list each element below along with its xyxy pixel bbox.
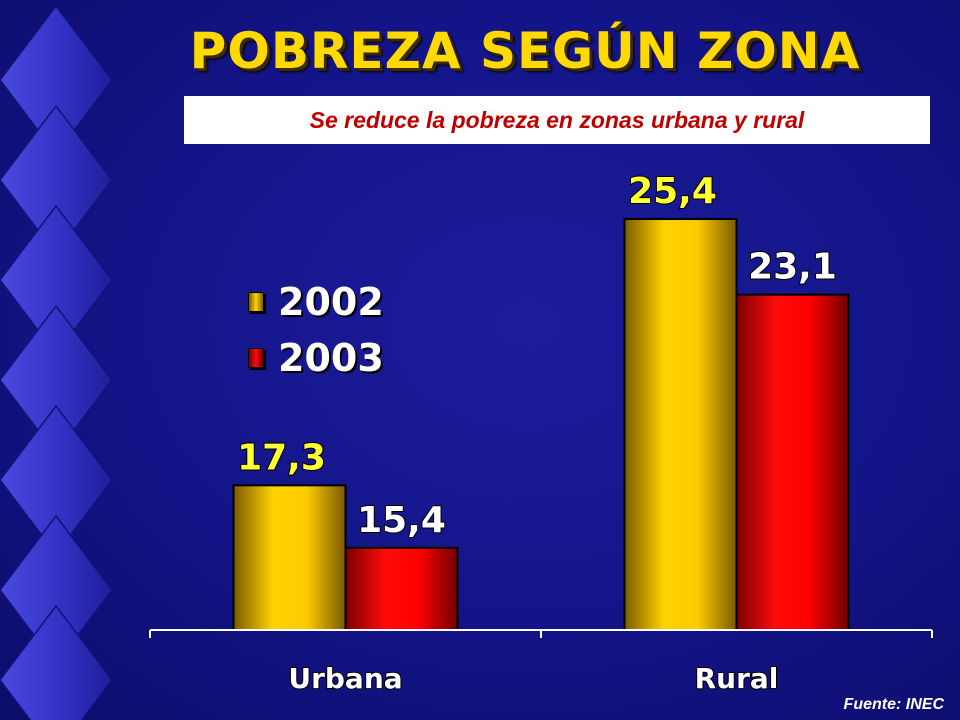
page-title: POBREZA SEGÚN ZONA [189, 22, 861, 80]
legend-label-2002: 2002 [278, 280, 384, 324]
bar-2002-urbana [232, 484, 347, 631]
data-label-2002-urbana: 17,3 [237, 437, 326, 478]
page-subtitle: Se reduce la pobreza en zonas urbana y r… [184, 96, 930, 144]
legend-swatch-2003 [248, 348, 264, 368]
bar-2003-rural [735, 293, 850, 631]
diamond-shape [0, 604, 113, 720]
data-label-2003-urbana: 15,4 [357, 500, 446, 541]
legend-label-2003: 2003 [278, 336, 384, 380]
category-label-rural: Rural [695, 662, 779, 695]
legend-swatch-2002 [248, 292, 264, 312]
data-label-2002-rural: 25,4 [628, 171, 717, 212]
source-note: Fuente: INEC [843, 696, 944, 713]
bar-2002-rural [623, 218, 738, 631]
data-label-2003-rural: 23,1 [748, 247, 837, 288]
bar-2003-urbana [344, 546, 459, 632]
category-label-urbana: Urbana [288, 662, 402, 695]
diamond-decoration [0, 4, 113, 720]
